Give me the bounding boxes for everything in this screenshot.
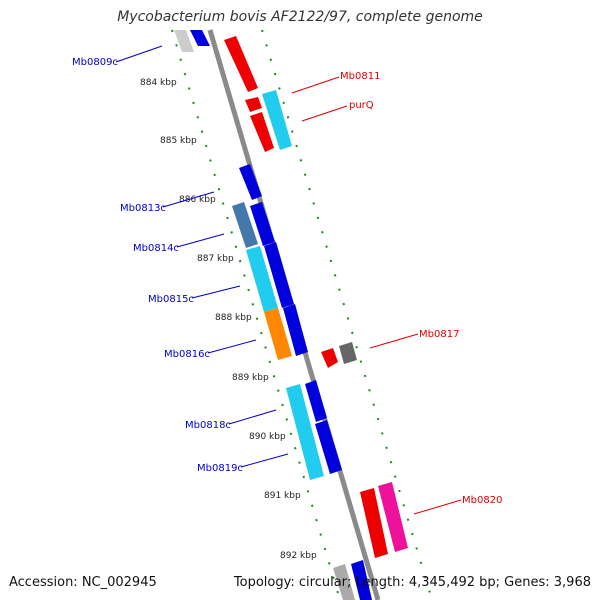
leader-mb0818c xyxy=(228,409,277,425)
gene-label-mb0819c[interactable]: Mb0819c xyxy=(197,463,243,474)
gene-blue-bottom[interactable] xyxy=(351,560,372,600)
tick-label: 887 kbp xyxy=(197,254,234,264)
gene-red-small[interactable] xyxy=(245,97,262,112)
gene-blue-3[interactable] xyxy=(283,304,308,356)
gene-label-mb0809c[interactable]: Mb0809c xyxy=(72,57,118,68)
gene-blue-mb0818c[interactable] xyxy=(305,380,327,422)
tick-label: 888 kbp xyxy=(215,313,252,323)
tick-label: 892 kbp xyxy=(280,551,317,561)
gene-gray-top[interactable] xyxy=(174,30,194,52)
gene-gray-bottom[interactable] xyxy=(333,564,355,600)
map-title: Mycobacterium bovis AF2122/97, complete … xyxy=(117,9,483,25)
gene-red-purq[interactable] xyxy=(250,112,274,152)
tick-label: 884 kbp xyxy=(140,78,177,88)
gene-label-mb0818c[interactable]: Mb0818c xyxy=(185,420,231,431)
gene-label-mb0816c[interactable]: Mb0816c xyxy=(164,349,210,360)
gene-label-mb0820[interactable]: Mb0820 xyxy=(462,495,502,506)
leader-mb0816c xyxy=(207,339,257,354)
gene-label-purq[interactable]: purQ xyxy=(349,100,374,111)
leader-mb0811 xyxy=(291,76,340,94)
gene-red-mb0811[interactable] xyxy=(224,36,258,92)
gene-cyan-mb0815c[interactable] xyxy=(246,246,278,312)
gene-label-mb0817[interactable]: Mb0817 xyxy=(419,329,459,340)
gene-label-mb0813c[interactable]: Mb0813c xyxy=(120,203,166,214)
gene-label-mb0814c[interactable]: Mb0814c xyxy=(133,243,179,254)
gene-steelblue-mb0813c[interactable] xyxy=(232,202,258,248)
gene-cyan-purq[interactable] xyxy=(262,90,292,150)
leader-mb0820 xyxy=(413,499,462,515)
tick-label: 886 kbp xyxy=(179,195,216,205)
tick-label: 885 kbp xyxy=(160,136,197,146)
forward-tick-track xyxy=(261,29,433,600)
leader-mb0817 xyxy=(369,333,419,349)
gene-red-mb0820[interactable] xyxy=(360,488,388,558)
gene-blue-2[interactable] xyxy=(264,242,294,308)
genome-stats-label: Topology: circular; Length: 4,345,492 bp… xyxy=(233,575,591,590)
leader-mb0809c xyxy=(115,45,163,63)
leader-purq xyxy=(301,105,348,122)
accession-label: Accession: NC_002945 xyxy=(9,575,157,590)
gene-blue-top[interactable] xyxy=(190,30,210,46)
gene-label-mb0811[interactable]: Mb0811 xyxy=(340,71,380,82)
tick-label: 891 kbp xyxy=(264,491,301,501)
leader-mb0819c xyxy=(240,453,289,468)
tick-label: 890 kbp xyxy=(249,432,286,442)
gene-orange-mb0816c[interactable] xyxy=(264,308,292,360)
gene-magenta-mb0820[interactable] xyxy=(378,482,408,552)
gene-blue-1[interactable] xyxy=(239,164,262,200)
leader-mb0814c xyxy=(176,233,225,248)
gene-blue-mb0814c[interactable] xyxy=(250,202,275,246)
gene-cyan-mb0818c[interactable] xyxy=(286,384,324,480)
leader-mb0815c xyxy=(191,285,241,299)
gene-blue-mb0819c[interactable] xyxy=(315,420,342,474)
tick-label: 889 kbp xyxy=(232,373,269,383)
gene-label-mb0815c[interactable]: Mb0815c xyxy=(148,294,194,305)
leader-mb0813c xyxy=(162,191,215,208)
gene-red-mb0817[interactable] xyxy=(321,348,338,368)
reverse-tick-track xyxy=(171,29,341,600)
gene-gray-mb0817[interactable] xyxy=(339,342,357,364)
